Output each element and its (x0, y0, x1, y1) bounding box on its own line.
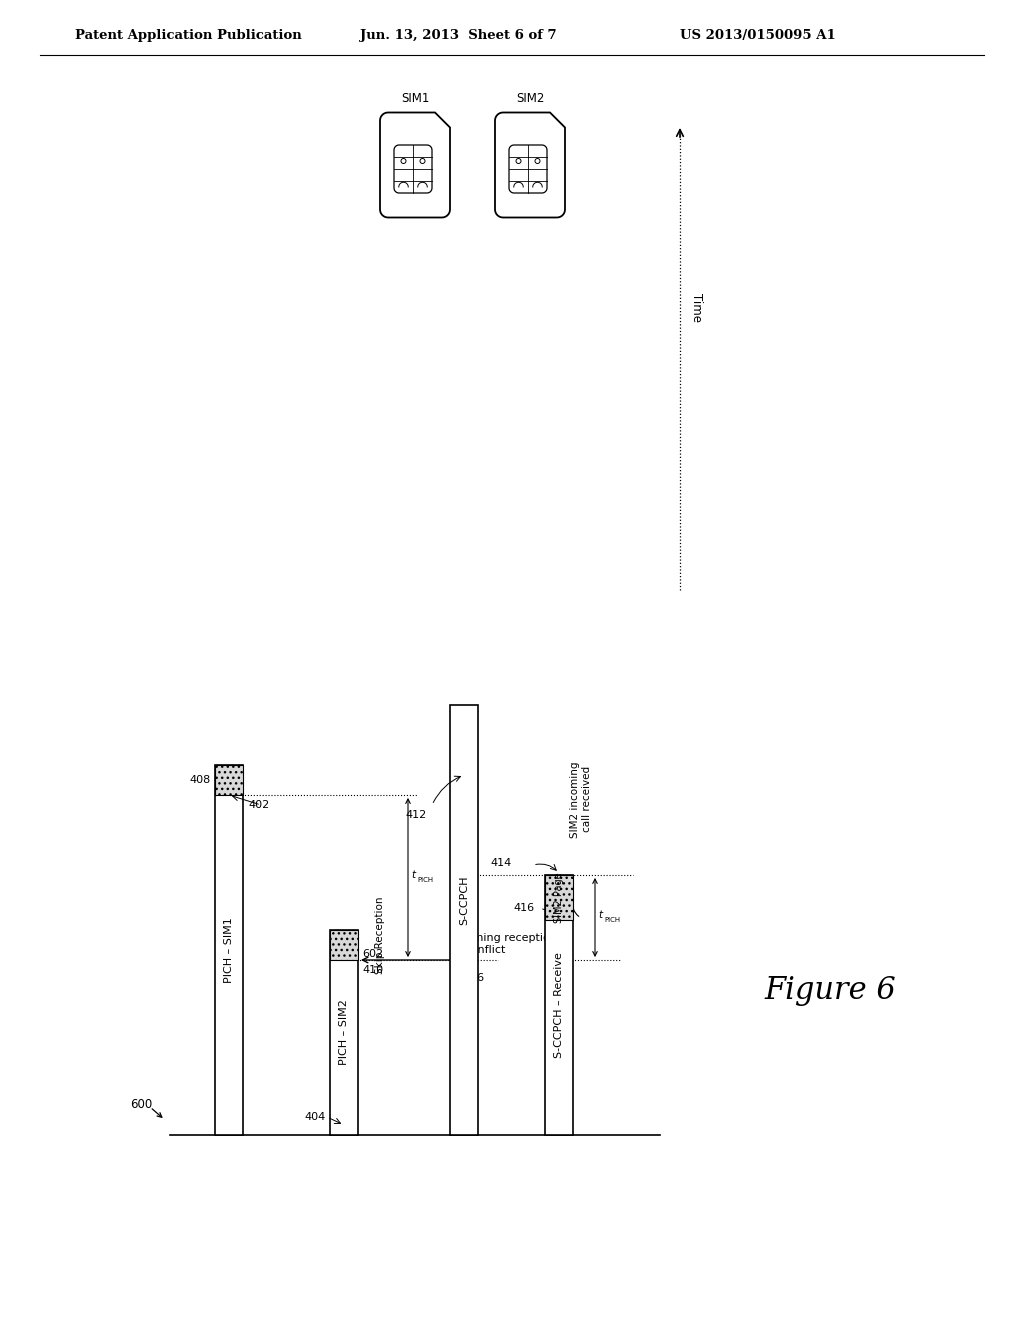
Text: t: t (598, 909, 602, 920)
Text: S-CCPCH – Receive: S-CCPCH – Receive (554, 952, 564, 1057)
Text: PICH: PICH (604, 916, 621, 923)
Text: 602: 602 (362, 949, 383, 960)
Text: Figure 6: Figure 6 (764, 974, 896, 1006)
Text: Timing reception
Conflict: Timing reception Conflict (463, 933, 557, 954)
Text: SIM2: SIM2 (516, 92, 544, 106)
Text: 414: 414 (490, 858, 511, 869)
Text: PICH – SIM2: PICH – SIM2 (339, 999, 349, 1065)
Text: 406: 406 (463, 973, 484, 983)
Text: PICH: PICH (417, 876, 433, 883)
Bar (330, 931, 358, 1135)
Bar (450, 705, 478, 1135)
Text: PICH – SIM1: PICH – SIM1 (224, 917, 234, 983)
Text: Time: Time (690, 293, 703, 322)
Text: SIM1: SIM1 (400, 92, 429, 106)
Text: 412: 412 (406, 810, 426, 820)
Text: Jun. 13, 2013  Sheet 6 of 7: Jun. 13, 2013 Sheet 6 of 7 (360, 29, 557, 41)
Polygon shape (495, 112, 565, 218)
Bar (545, 875, 573, 920)
Text: t: t (411, 870, 415, 879)
Polygon shape (380, 112, 450, 218)
Text: Patent Application Publication: Patent Application Publication (75, 29, 302, 41)
Text: S-CCPCH: S-CCPCH (459, 875, 469, 925)
Bar (330, 931, 358, 960)
Text: 404: 404 (305, 1111, 326, 1122)
Text: SIM2 Page: SIM2 Page (554, 873, 564, 923)
Text: 410: 410 (362, 965, 383, 975)
Text: 416: 416 (514, 903, 535, 913)
Bar (215, 766, 243, 1135)
Polygon shape (394, 145, 432, 193)
Text: 402: 402 (248, 800, 269, 810)
Text: SIM2 incoming
call received: SIM2 incoming call received (570, 762, 592, 837)
Text: 408: 408 (189, 775, 211, 785)
Text: Skip Reception: Skip Reception (375, 896, 385, 974)
Bar (545, 875, 573, 1135)
Polygon shape (509, 145, 547, 193)
Text: 600: 600 (130, 1098, 153, 1111)
Text: US 2013/0150095 A1: US 2013/0150095 A1 (680, 29, 836, 41)
Bar (215, 766, 243, 795)
